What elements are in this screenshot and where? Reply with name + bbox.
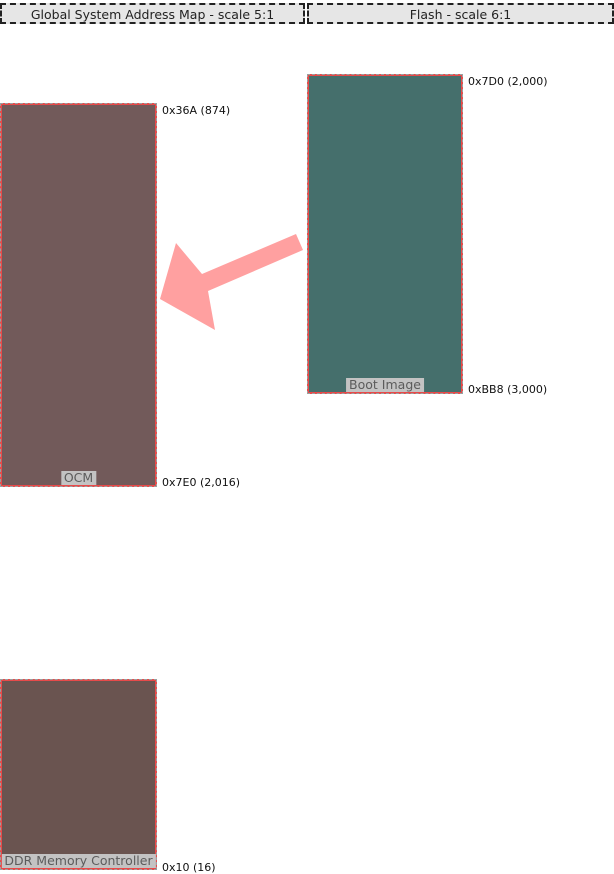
boot-image-label: Boot Image xyxy=(346,378,424,392)
ddr-memory-controller-region[interactable]: DDR Memory Controller xyxy=(0,679,157,870)
global-address-map-header: Global System Address Map - scale 5:1 xyxy=(0,3,305,24)
boot-image-region[interactable]: Boot Image xyxy=(307,74,463,394)
ddr-address-bottom: 0x10 (16) xyxy=(162,861,216,874)
ocm-region[interactable]: OCM xyxy=(0,103,157,487)
ocm-address-top: 0x36A (874) xyxy=(162,104,231,117)
ocm-label: OCM xyxy=(60,471,97,485)
boot-image-address-top: 0x7D0 (2,000) xyxy=(468,75,548,88)
arrow-shape xyxy=(160,234,303,330)
flash-header: Flash - scale 6:1 xyxy=(307,3,614,24)
ocm-address-bottom: 0x7E0 (2,016) xyxy=(162,476,241,489)
boot-image-address-bottom: 0xBB8 (3,000) xyxy=(468,383,548,396)
ddr-memory-controller-label: DDR Memory Controller xyxy=(1,854,156,868)
